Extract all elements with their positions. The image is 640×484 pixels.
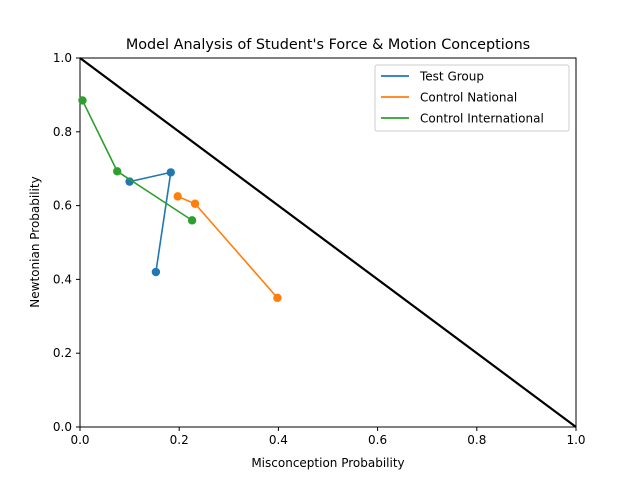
series-line <box>177 195 279 299</box>
chart-title: Model Analysis of Student's Force & Moti… <box>126 37 530 53</box>
plot-frame <box>79 57 577 428</box>
legend-label: Control National <box>420 91 517 105</box>
series-line <box>81 100 193 222</box>
y-tick-label: 0.6 <box>53 199 72 213</box>
x-tick-label: 0.6 <box>368 433 387 447</box>
x-axis-label: Misconception Probability <box>251 456 404 470</box>
x-tick-label: 0.0 <box>70 433 89 447</box>
series-line <box>129 171 172 273</box>
y-tick-label: 0.4 <box>53 272 72 286</box>
data-point <box>113 167 122 176</box>
data-point <box>190 199 200 208</box>
y-tick-label: 1.0 <box>53 51 72 65</box>
y-tick-label: 0.2 <box>53 346 72 360</box>
data-point <box>125 177 134 186</box>
data-point <box>166 168 175 177</box>
data-point <box>273 293 282 303</box>
data-point <box>173 192 182 201</box>
y-axis-label: Newtonian Probability <box>28 176 42 307</box>
legend-label: Test Group <box>419 70 484 84</box>
data-point <box>78 96 87 105</box>
reference-diagonal-line <box>79 57 577 428</box>
y-tick-label: 0.8 <box>53 125 72 139</box>
y-tick-label: 0.0 <box>53 420 72 434</box>
x-tick-label: 0.8 <box>467 433 486 447</box>
x-tick-label: 0.4 <box>269 433 288 447</box>
x-tick-label: 0.2 <box>170 433 189 447</box>
x-tick-label: 1.0 <box>566 433 585 447</box>
legend-label: Control International <box>420 112 544 126</box>
legend-box <box>374 64 570 132</box>
data-point <box>151 267 161 277</box>
data-point <box>187 216 197 225</box>
